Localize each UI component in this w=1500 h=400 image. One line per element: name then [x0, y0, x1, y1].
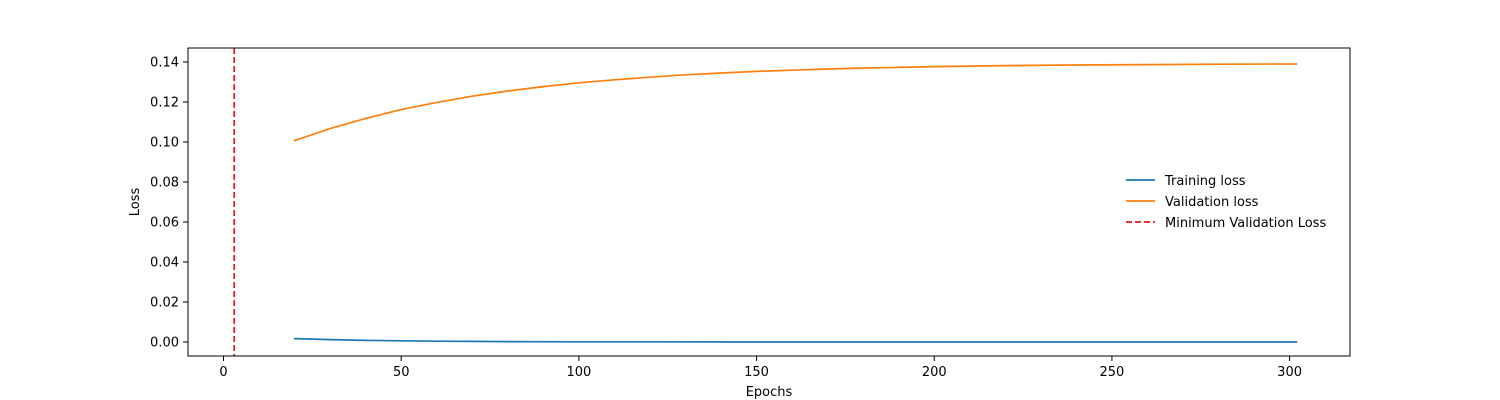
y-axis-label: Loss [128, 188, 143, 217]
y-tick-label: 0.10 [150, 136, 179, 151]
y-tick-label: 0.00 [150, 336, 179, 351]
x-tick-label: 200 [922, 365, 947, 380]
legend-label: Validation loss [1165, 195, 1259, 210]
y-tick-label: 0.02 [150, 296, 179, 311]
y-tick-label: 0.06 [150, 216, 179, 231]
x-axis: 0 50 100 150 200 250 300 [219, 356, 1302, 380]
y-tick-label: 0.04 [150, 256, 179, 271]
training-loss-line [293, 337, 1298, 343]
legend-label: Training loss [1164, 174, 1246, 189]
y-tick-label: 0.14 [150, 56, 179, 71]
plot-content [233, 48, 1298, 356]
y-tick-label: 0.12 [150, 96, 179, 111]
validation-loss-line [293, 63, 1298, 142]
y-tick-label: 0.08 [150, 176, 179, 191]
legend-label: Minimum Validation Loss [1165, 216, 1326, 231]
x-axis-label: Epochs [746, 385, 793, 400]
x-tick-label: 0 [219, 365, 227, 380]
x-tick-label: 100 [566, 365, 591, 380]
x-tick-label: 50 [393, 365, 410, 380]
y-axis: 0.00 0.02 0.04 0.06 0.08 0.10 0.12 0.14 [150, 56, 188, 351]
x-tick-label: 150 [744, 365, 769, 380]
legend: Training loss Validation loss Minimum Vali… [1126, 174, 1326, 231]
plot-frame [187, 47, 1351, 357]
x-tick-label: 300 [1277, 365, 1302, 380]
x-tick-label: 250 [1100, 365, 1125, 380]
